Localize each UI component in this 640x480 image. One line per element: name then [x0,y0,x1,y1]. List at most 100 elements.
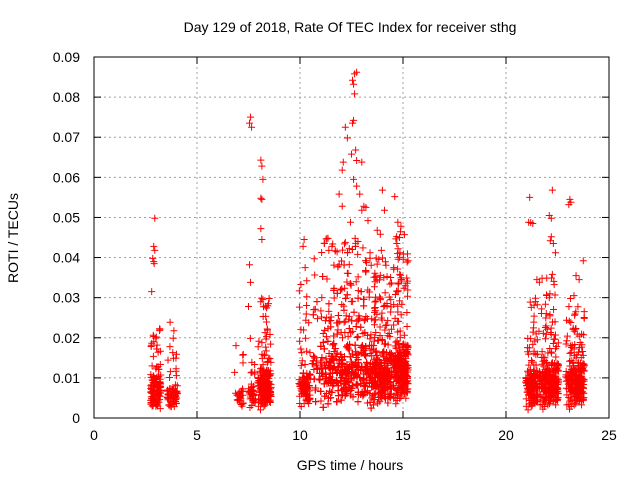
data-point [386,280,394,288]
data-point [338,359,346,367]
data-point [390,301,398,309]
data-point [245,302,252,310]
data-point [308,360,316,368]
data-point [256,367,264,375]
data-point [357,323,365,331]
data-point [391,314,399,322]
data-point [527,402,535,410]
data-point [378,335,386,343]
data-point [562,371,570,379]
data-point [303,302,311,310]
data-point [404,250,412,258]
data-point [299,369,307,377]
data-point [156,405,164,413]
data-point [330,332,338,340]
data-point [299,378,307,386]
data-point [173,350,181,358]
data-point [297,402,305,410]
data-point [317,387,325,395]
data-point [169,349,177,357]
data-point [150,338,158,346]
data-point [254,343,262,351]
data-point [538,360,546,368]
data-point [400,284,408,292]
data-point [316,376,324,384]
data-point [310,352,318,360]
data-point [527,356,535,364]
data-point [339,158,347,166]
data-point [338,202,346,210]
data-point [354,250,362,258]
data-point [348,150,355,158]
data-point [297,345,305,353]
data-point [324,337,332,345]
data-point [255,337,263,345]
data-point [263,318,271,326]
data-point [246,119,254,127]
data-point [306,349,314,357]
data-point [392,363,400,371]
data-point [552,353,560,361]
data-point [147,388,155,396]
data-point [340,240,348,248]
data-point [310,306,318,314]
data-point [400,231,408,239]
data-point [548,360,556,368]
data-point [541,300,549,308]
data-point [303,389,311,397]
data-point [296,337,304,345]
data-point [332,378,340,386]
data-point [267,340,275,348]
data-point [539,362,547,370]
data-point [330,286,338,294]
data-point [309,311,317,319]
y-tick-label: 0.02 [53,330,80,346]
data-point [527,219,535,227]
data-point [238,402,246,410]
data-point [348,350,356,358]
data-point [348,374,356,382]
data-point [365,374,373,382]
data-point [542,314,550,322]
data-point [550,397,558,405]
data-point [165,401,173,409]
data-point [380,353,388,361]
data-point [330,363,338,371]
data-point [404,286,412,294]
data-point [313,298,321,306]
data-point [319,273,327,281]
data-point [362,313,370,321]
data-point [297,362,305,370]
data-point [544,365,552,373]
data-point [578,343,586,351]
chart-title: Day 129 of 2018, Rate Of TEC Index for r… [184,19,517,35]
data-point [380,359,388,367]
data-point [370,308,378,316]
data-point [339,246,347,254]
data-point [351,341,359,349]
data-point [303,277,311,285]
data-point [322,370,330,378]
data-point [394,308,402,316]
data-point [246,334,254,342]
data-point [372,368,380,376]
data-point [570,401,578,409]
data-point [156,360,164,368]
data-point [345,312,353,320]
data-point [396,333,404,341]
data-point [393,377,401,385]
data-point [376,393,384,401]
data-point [257,156,265,164]
data-point [403,377,411,385]
data-point [239,351,247,359]
y-axis-label: ROTI / TECUs [5,193,21,283]
data-point [150,258,158,266]
data-point [237,395,245,403]
data-point [312,361,320,369]
data-point [382,321,390,329]
data-point [371,269,379,277]
data-point [330,340,338,348]
data-point [384,317,392,325]
data-point [371,364,379,372]
data-point [173,390,181,398]
